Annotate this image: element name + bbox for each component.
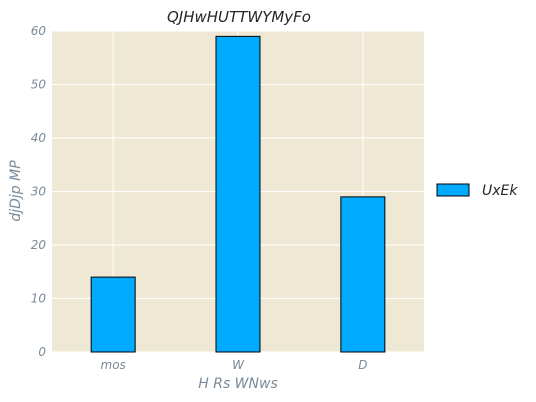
x-tick-label: W	[232, 358, 245, 372]
y-tick-label: 40	[31, 131, 47, 145]
y-axis-ticks: 0 10 20 30 40 50 60	[31, 24, 47, 359]
bars-group	[90, 35, 386, 353]
y-tick-label: 0	[38, 345, 46, 359]
legend-label: UxEk	[482, 183, 518, 199]
bar-W	[215, 35, 261, 353]
x-axis-ticks: mos W D	[101, 358, 368, 372]
chart-title: QJHwHUTTWYMyFo	[167, 8, 311, 26]
y-tick-label: 20	[31, 238, 47, 252]
y-tick-label: 10	[31, 292, 47, 306]
legend-swatch	[436, 183, 470, 197]
bar-mos	[90, 276, 136, 353]
x-axis-label: H Rs WNws	[198, 376, 278, 392]
x-tick-label: D	[358, 358, 367, 372]
bar-D	[340, 196, 386, 353]
y-tick-label: 50	[31, 78, 47, 92]
x-tick-label: mos	[101, 358, 126, 372]
y-tick-label: 60	[31, 24, 47, 38]
legend: UxEk	[436, 183, 518, 199]
y-axis-label: djDjp MP	[8, 160, 24, 222]
y-tick-label: 30	[31, 185, 47, 199]
